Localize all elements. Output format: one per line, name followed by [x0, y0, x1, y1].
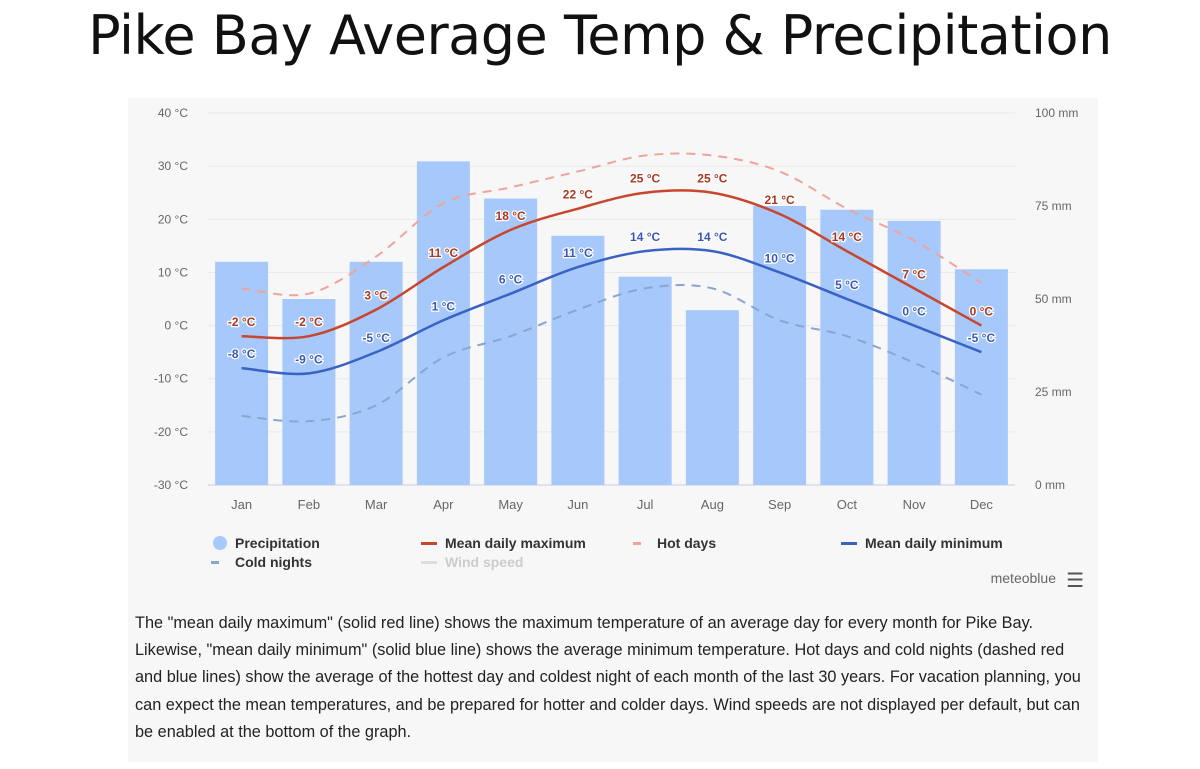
y-right-tick-label: 100 mm	[1035, 106, 1078, 120]
y-right-tick-label: 25 mm	[1035, 385, 1072, 399]
y-right-tick-label: 75 mm	[1035, 199, 1072, 213]
max-data-label: 22 °C	[563, 188, 593, 202]
line-icon	[421, 560, 437, 564]
precipitation-bar	[618, 276, 672, 485]
mean-min-line	[241, 247, 982, 376]
y-left-tick-label: 0 °C	[165, 319, 189, 333]
legend-wind-speed[interactable]: Wind speed	[421, 554, 523, 570]
x-tick-label: Aug	[701, 497, 724, 512]
precipitation-bar	[215, 261, 269, 485]
line-icon	[841, 541, 857, 545]
dashed-line-icon	[211, 560, 227, 564]
precipitation-bar	[820, 209, 874, 485]
line-icon	[421, 541, 437, 545]
max-data-label: 11 °C	[429, 246, 459, 260]
y-right-tick-label: 0 mm	[1035, 478, 1065, 492]
precipitation-bar	[887, 220, 941, 485]
y-right-tick-label: 50 mm	[1035, 292, 1072, 306]
page-title: Pike Bay Average Temp & Precipitation	[88, 4, 1112, 67]
max-data-label: 3 °C	[364, 289, 388, 303]
dashed-line-icon	[633, 541, 649, 545]
legend-label: Hot days	[657, 535, 717, 551]
x-tick-label: Oct	[837, 497, 858, 512]
legend-label: Precipitation	[235, 535, 320, 551]
x-tick-label: Jan	[231, 497, 252, 512]
max-data-label: 7 °C	[902, 267, 926, 281]
circle-icon	[213, 536, 227, 550]
legend-hot-days[interactable]: Hot days	[633, 535, 716, 551]
climate-chart: 40 °C 30 °C 20 °C 10 °C 0 °C -10 °C -20 °C -30 …	[154, 106, 1079, 512]
max-data-label: 25 °C	[630, 172, 660, 186]
min-data-label: 10 °C	[765, 251, 795, 265]
legend-label: Cold nights	[235, 554, 312, 570]
min-data-label: 11 °C	[563, 246, 593, 260]
y-left-tick-label: 30 °C	[158, 159, 188, 173]
brand-label[interactable]: meteoblue	[990, 570, 1056, 586]
min-data-label: -5 °C	[362, 331, 390, 345]
x-tick-label: Jun	[567, 497, 588, 512]
min-data-label: 6 °C	[499, 273, 523, 287]
x-tick-label: Feb	[298, 497, 320, 512]
x-tick-label: Apr	[433, 497, 454, 512]
legend-cold-nights[interactable]: Cold nights	[211, 554, 312, 570]
precipitation-bar	[282, 299, 336, 485]
x-tick-label: Jul	[637, 497, 654, 512]
min-data-label: -5 °C	[968, 331, 996, 345]
precipitation-bar	[753, 206, 807, 485]
min-data-label: 0 °C	[902, 305, 926, 319]
legend-label: Mean daily minimum	[865, 535, 1003, 551]
y-left-tick-label: 40 °C	[158, 106, 188, 120]
y-left-tick-label: -30 °C	[154, 478, 188, 492]
max-data-label: 25 °C	[697, 172, 727, 186]
description-text: The "mean daily maximum" (solid red line…	[135, 614, 1081, 741]
x-tick-label: Dec	[970, 497, 994, 512]
x-tick-label: Mar	[365, 497, 388, 512]
min-data-label: 14 °C	[697, 230, 727, 244]
x-tick-label: Nov	[903, 497, 927, 512]
legend-mean-min[interactable]: Mean daily minimum	[841, 535, 1003, 551]
max-data-label: 18 °C	[496, 209, 526, 223]
x-tick-label: Sep	[768, 497, 791, 512]
precipitation-bar	[685, 310, 739, 485]
min-data-label: -8 °C	[228, 347, 256, 361]
precipitation-bar	[551, 235, 605, 485]
mean-max-line	[241, 189, 982, 340]
legend-label: Mean daily maximum	[445, 535, 586, 551]
legend-label: Wind speed	[445, 554, 524, 570]
y-left-tick-label: -10 °C	[154, 372, 188, 386]
min-data-label: 14 °C	[630, 230, 660, 244]
hot-days-line	[241, 152, 982, 297]
max-data-label: -2 °C	[295, 315, 323, 329]
x-tick-label: May	[498, 497, 523, 512]
min-data-label: 5 °C	[835, 278, 859, 292]
chart-panel: 40 °C 30 °C 20 °C 10 °C 0 °C -10 °C -20 °C -30 …	[128, 98, 1098, 762]
max-data-label: 21 °C	[765, 193, 795, 207]
y-left-tick-label: 10 °C	[158, 265, 188, 279]
precipitation-bar	[954, 269, 1008, 485]
min-data-label: 1 °C	[432, 299, 456, 313]
legend-precipitation[interactable]: Precipitation	[213, 535, 320, 551]
cold-nights-line	[241, 284, 982, 423]
y-left-tick-label: 20 °C	[158, 212, 188, 226]
min-data-label: -9 °C	[295, 352, 323, 366]
legend-mean-max[interactable]: Mean daily maximum	[421, 535, 586, 551]
precipitation-bar	[484, 198, 538, 485]
max-data-label: 0 °C	[970, 305, 994, 319]
max-data-label: 14 °C	[832, 230, 862, 244]
max-data-label: -2 °C	[228, 315, 256, 329]
y-left-tick-label: -20 °C	[154, 425, 188, 439]
precipitation-bar	[416, 161, 470, 486]
hamburger-menu-icon[interactable]: ☰	[1066, 570, 1084, 592]
